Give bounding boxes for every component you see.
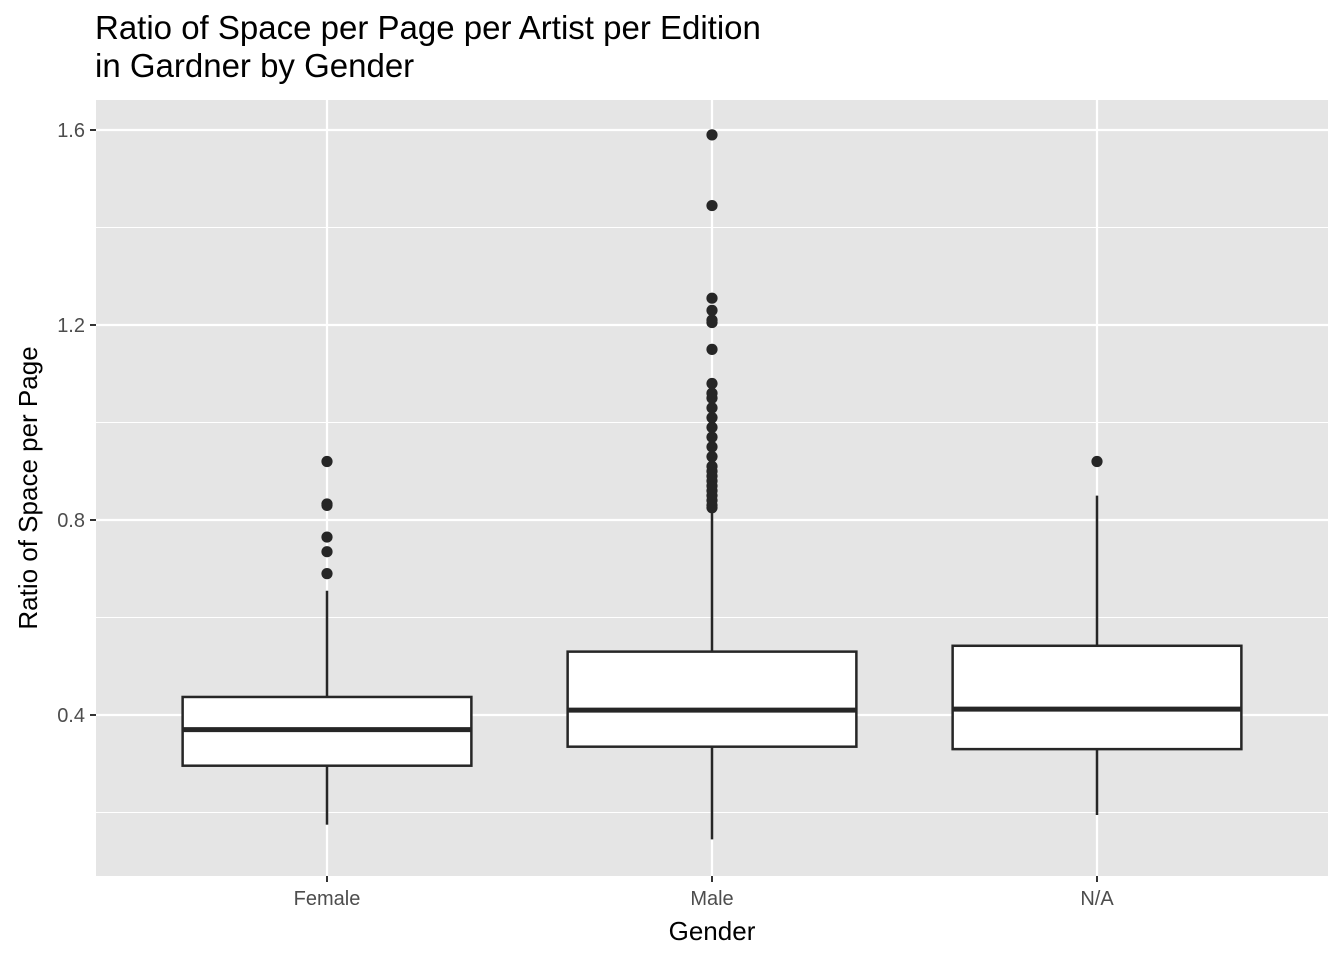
outlier-point	[706, 402, 718, 414]
iqr-box	[951, 644, 1243, 751]
outlier-point	[706, 421, 718, 433]
box-male	[566, 129, 858, 840]
y-tick-label: 0.8	[57, 510, 85, 532]
outlier-point	[706, 129, 718, 141]
outlier-point	[321, 498, 333, 510]
outlier-point	[706, 441, 718, 453]
outlier-point	[321, 531, 333, 543]
outlier-point	[706, 199, 718, 212]
iqr-box	[566, 650, 858, 748]
boxes	[181, 129, 1243, 840]
outlier-point	[706, 377, 718, 390]
y-axis-title: Ratio of Space per Page	[13, 346, 43, 629]
outlier-point	[706, 451, 718, 463]
y-tick-label: 1.6	[57, 120, 85, 142]
y-tick-label: 1.2	[57, 315, 85, 337]
box-n-a	[951, 455, 1243, 815]
chart-title-line-2: in Gardner by Gender	[95, 47, 414, 84]
x-tick-label: Male	[690, 888, 733, 910]
outlier-point	[321, 568, 333, 580]
outlier-point	[706, 387, 718, 399]
outlier-point	[321, 455, 333, 468]
x-tick-label: N/A	[1080, 888, 1114, 910]
outlier-point	[706, 460, 718, 472]
outlier-point	[706, 292, 718, 304]
chart-title-line-1: Ratio of Space per Page per Artist per E…	[95, 9, 761, 46]
outlier-point	[706, 314, 718, 326]
outlier-point	[706, 431, 718, 443]
outlier-point	[706, 304, 718, 316]
y-tick-label: 0.4	[57, 705, 85, 727]
outlier-point	[706, 412, 718, 424]
x-tick-label: Female	[294, 888, 361, 910]
x-axis-ticks: Female Male N/A	[294, 876, 1114, 910]
outlier-point	[321, 546, 333, 558]
outlier-point	[706, 343, 718, 355]
y-axis-ticks: 0.4 0.8 1.2 1.6	[57, 120, 96, 727]
outlier-point	[1091, 455, 1103, 468]
box-female	[181, 455, 473, 825]
x-axis-title: Gender	[669, 916, 756, 946]
